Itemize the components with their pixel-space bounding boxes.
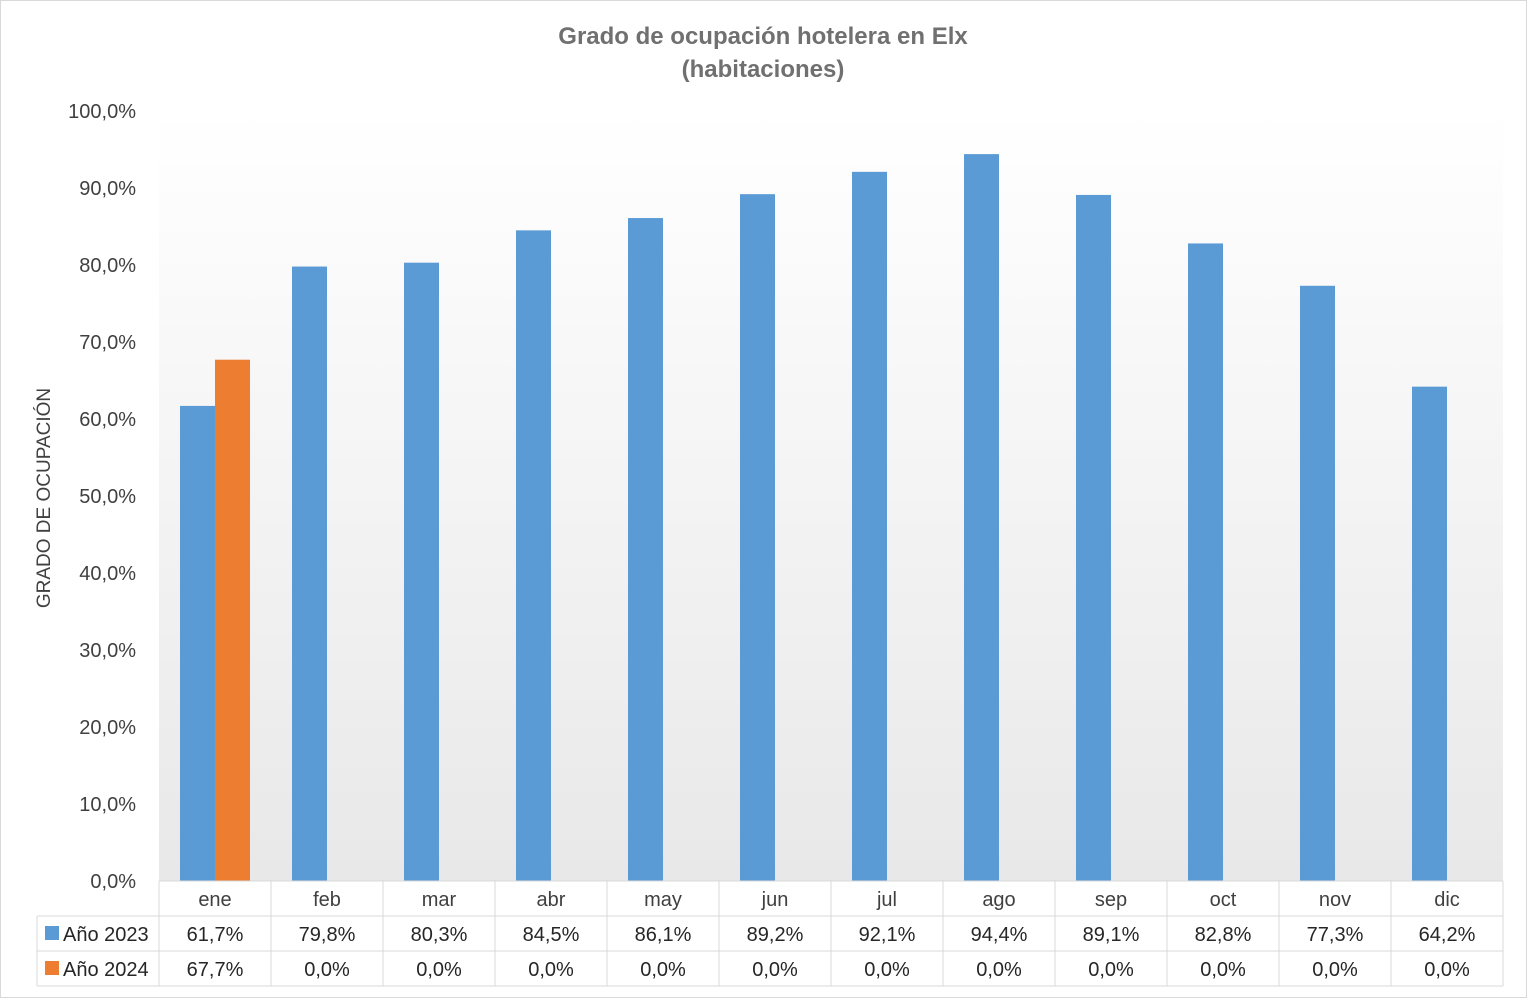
category-label: dic (1434, 889, 1460, 911)
category-label: jun (761, 889, 789, 911)
chart-subtitle: (habitaciones) (682, 56, 845, 83)
bar-ano-2023-jul (852, 171, 887, 881)
bar-ano-2023-jun (740, 194, 775, 881)
y-tick-label: 40,0% (79, 563, 136, 585)
y-tick-label: 70,0% (79, 332, 136, 354)
chart-title: Grado de ocupación hotelera en Elx (558, 23, 968, 50)
data-label: 67,7% (187, 959, 244, 981)
y-tick-label: 30,0% (79, 640, 136, 662)
y-axis-label: GRADO DE OCUPACIÓN (33, 388, 55, 608)
data-label: 0,0% (1088, 959, 1134, 981)
bar-ano-2023-feb (292, 266, 327, 881)
bar-ano-2023-abr (516, 230, 551, 882)
y-tick-label: 90,0% (79, 178, 136, 200)
category-label: feb (313, 889, 341, 911)
data-label: 0,0% (640, 959, 686, 981)
data-label: 0,0% (1312, 959, 1358, 981)
y-axis-ticks: 0,0% 10,0% 20,0% 30,0% 40,0% 50,0% 60,0% 70,0% 8… (68, 101, 136, 893)
data-label: 0,0% (1424, 959, 1470, 981)
data-label: 0,0% (416, 959, 462, 981)
category-label: nov (1319, 889, 1351, 911)
data-label: 84,5% (523, 924, 580, 946)
category-label: ene (198, 889, 231, 911)
y-tick-label: 60,0% (79, 409, 136, 431)
data-table: ene feb mar abr may jun jul ago sep oct nov dic Año … (36, 880, 1504, 987)
bars (180, 154, 1447, 882)
y-tick-label: 20,0% (79, 717, 136, 739)
bar-ano-2023-mar (404, 262, 439, 881)
y-tick-label: 0,0% (90, 871, 136, 893)
data-label: 80,3% (411, 924, 468, 946)
category-label: ago (982, 889, 1015, 911)
legend-swatch (45, 961, 59, 975)
y-tick-label: 80,0% (79, 255, 136, 277)
data-label: 0,0% (976, 959, 1022, 981)
category-label: jul (876, 889, 897, 911)
legend-label: Año 2024 (63, 959, 149, 981)
bar-ano-2023-ago (964, 154, 999, 881)
legend-label: Año 2023 (63, 924, 149, 946)
data-label: 89,1% (1083, 924, 1140, 946)
data-label: 89,2% (747, 924, 804, 946)
data-label: 0,0% (864, 959, 910, 981)
data-label: 61,7% (187, 924, 244, 946)
data-label: 86,1% (635, 924, 692, 946)
data-label: 92,1% (859, 924, 916, 946)
data-label: 0,0% (752, 959, 798, 981)
data-label: 79,8% (299, 924, 356, 946)
category-label: oct (1210, 889, 1237, 911)
category-label: sep (1095, 889, 1127, 911)
category-label: abr (537, 889, 566, 911)
bar-ano-2023-dic (1412, 386, 1447, 881)
data-label: 0,0% (1200, 959, 1246, 981)
data-label: 0,0% (304, 959, 350, 981)
bar-ano-2023-may (628, 218, 663, 881)
bar-ano-2023-nov (1300, 285, 1335, 881)
data-label: 64,2% (1419, 924, 1476, 946)
bar-ano-2023-ene (180, 405, 215, 881)
bar-ano-2023-sep (1076, 194, 1111, 881)
category-label: mar (422, 889, 457, 911)
y-tick-label: 100,0% (68, 101, 136, 123)
legend-swatch (45, 926, 59, 940)
y-tick-label: 50,0% (79, 486, 136, 508)
data-label: 94,4% (971, 924, 1028, 946)
category-label: may (644, 889, 682, 911)
data-label: 0,0% (528, 959, 574, 981)
bar-ano-2023-oct (1188, 243, 1223, 881)
plot-area (159, 111, 1503, 881)
bar-ano-2024-ene (215, 359, 250, 882)
y-tick-label: 10,0% (79, 794, 136, 816)
data-label: 77,3% (1307, 924, 1364, 946)
data-label: 82,8% (1195, 924, 1252, 946)
